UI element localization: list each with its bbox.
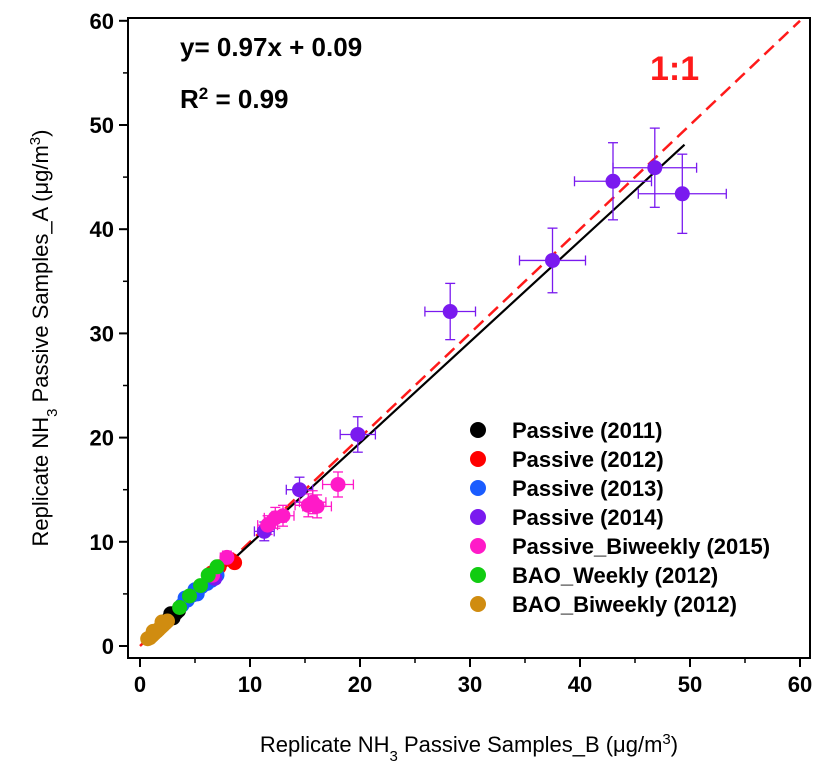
point-bao-biweekly-2012 [154,614,170,630]
point-passive-2014 [350,426,366,442]
x-tick-label: 50 [678,672,702,697]
point-passive-2014 [442,304,458,320]
x-tick-label: 30 [458,672,482,697]
legend-marker-bao-weekly-2012 [470,567,486,583]
point-passive-biweekly-2015 [275,508,291,524]
point-bao-weekly-2012 [209,559,225,575]
legend-marker-bao-biweekly-2012 [470,596,486,612]
legend-label-passive-2013: Passive (2013) [512,476,664,501]
legend-label-passive-biweekly-2015: Passive_Biweekly (2015) [512,534,770,559]
x-tick-label: 40 [568,672,592,697]
legend-marker-passive-2011 [470,422,486,438]
y-tick-label: 20 [90,426,114,451]
legend-label-passive-2012: Passive (2012) [512,447,664,472]
point-passive-2014 [605,173,621,189]
point-passive-biweekly-2015 [309,498,325,514]
points-layer [140,160,690,647]
y-axis-label: Replicate NH3 Passive Samples_A (μg/m3) [27,130,61,547]
legend-marker-passive-2013 [470,480,486,496]
y-tick-label: 0 [102,634,114,659]
x-tick-label: 10 [238,672,262,697]
point-passive-2014 [292,482,307,498]
point-passive-2014 [647,160,663,176]
text-layer: Replicate NH3 Passive Samples_B (μg/m3) R… [27,32,771,765]
axes-layer: 0 10 20 30 40 50 60 0 10 20 30 40 50 60 [90,9,813,697]
x-tick-label: 60 [788,672,812,697]
legend-label-bao-weekly-2012: BAO_Weekly (2012) [512,563,718,588]
point-bao-weekly-2012 [182,588,197,604]
y-tick-label: 30 [90,321,114,346]
x-tick-label: 0 [134,672,146,697]
y-tick-label: 60 [90,9,114,34]
legend-label-passive-2014: Passive (2014) [512,505,664,530]
legend-label-bao-biweekly-2012: BAO_Biweekly (2012) [512,592,737,617]
point-bao-weekly-2012 [172,599,188,615]
legend-label-passive-2011: Passive (2011) [512,418,662,443]
reference-line-1to1 [139,19,801,647]
equation-annotation: y= 0.97x + 0.09 [180,32,362,62]
point-passive-biweekly-2015 [330,476,346,492]
legend-marker-passive-biweekly-2015 [470,538,486,554]
legend-marker-passive-2014 [470,509,486,525]
point-passive-2014 [545,252,560,268]
y-tick-label: 40 [90,217,114,242]
reference-line-label: 1:1 [650,50,699,88]
y-tick-label: 50 [90,113,114,138]
r-squared-annotation: R2 = 0.99 [180,84,288,115]
point-passive-2014 [674,186,690,202]
point-passive-biweekly-2015 [219,549,235,565]
legend-marker-passive-2012 [470,451,486,467]
x-tick-label: 20 [348,672,372,697]
y-tick-label: 10 [90,530,114,555]
x-axis-label: Replicate NH3 Passive Samples_B (μg/m3) [260,731,678,765]
point-bao-weekly-2012 [193,578,208,594]
